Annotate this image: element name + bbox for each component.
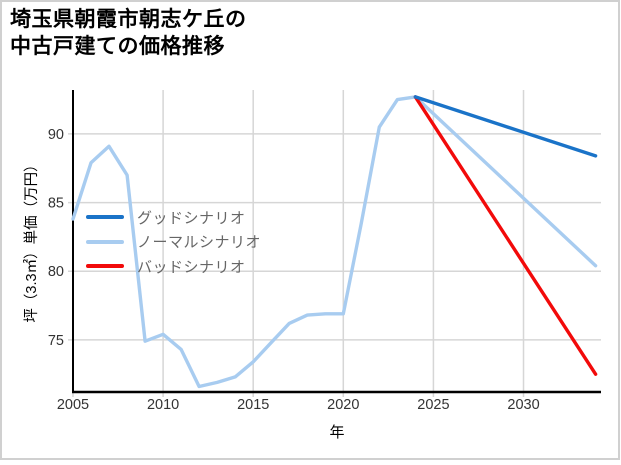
chart-legend: グッドシナリオ ノーマルシナリオ バッドシナリオ: [86, 205, 261, 279]
legend-label-normal-scenario: ノーマルシナリオ: [137, 234, 262, 252]
x-tick-label-2005: 2005: [57, 397, 89, 413]
chart-title: 埼玉県朝霞市朝志ケ丘の 中古戸建ての価格推移: [10, 8, 247, 59]
y-tick-label-80: 80: [48, 264, 64, 280]
normal-scenario-line-swatch: [86, 239, 124, 244]
line-good-scenario: [413, 95, 598, 158]
good-scenario-line-swatch: [86, 215, 124, 220]
legend-item-bad-scenario: バッドシナリオ: [86, 254, 261, 279]
x-tick-label-2030: 2030: [507, 397, 539, 413]
line-normal-scenario: [71, 95, 598, 389]
x-tick-label-2015: 2015: [237, 397, 269, 413]
line-bad-scenario: [413, 95, 598, 376]
x-tick-label-2020: 2020: [327, 397, 359, 413]
x-tick-label-2025: 2025: [417, 397, 449, 413]
legend-label-bad-scenario: バッドシナリオ: [137, 258, 246, 276]
legend-item-normal-scenario: ノーマルシナリオ: [86, 230, 261, 255]
y-tick-label-85: 85: [48, 196, 64, 212]
legend-item-good-scenario: グッドシナリオ: [86, 205, 261, 230]
y-tick-label-75: 75: [48, 333, 64, 349]
y-axis-label: 坪（3.3㎡）単価（万円）: [24, 157, 40, 323]
legend-label-good-scenario: グッドシナリオ: [137, 209, 246, 227]
y-tick-label-90: 90: [48, 127, 64, 143]
bad-scenario-line-swatch: [86, 264, 124, 269]
x-tick-label-2010: 2010: [147, 397, 179, 413]
x-axis-label: 年: [329, 424, 345, 441]
